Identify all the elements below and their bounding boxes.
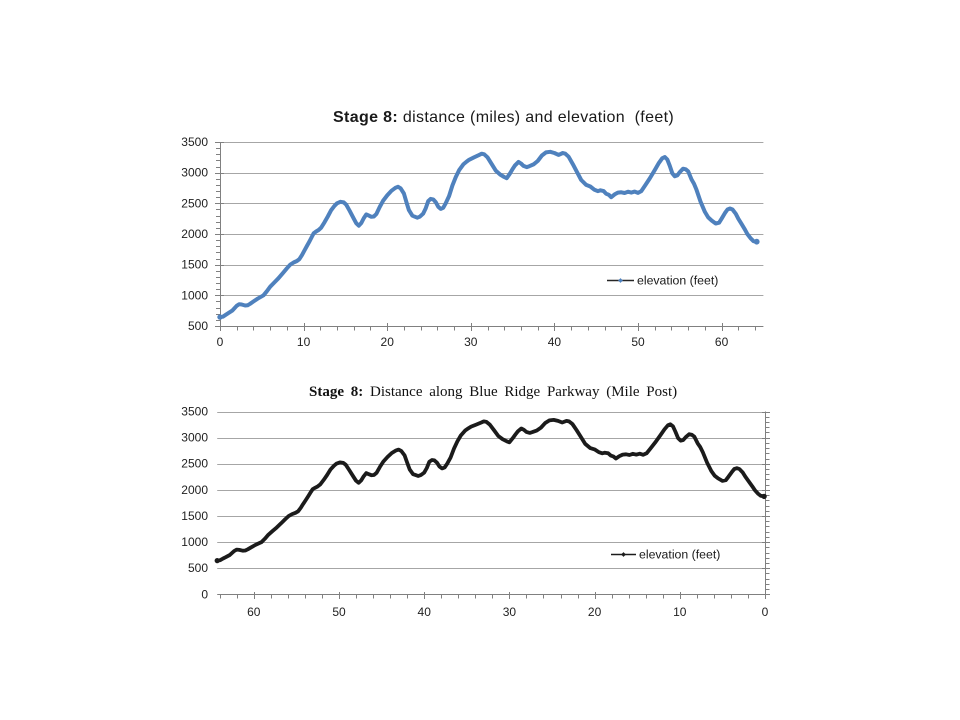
- svg-text:10: 10: [673, 605, 687, 619]
- svg-text:50: 50: [631, 335, 645, 349]
- svg-text:1000: 1000: [181, 288, 208, 302]
- svg-text:0: 0: [762, 605, 769, 619]
- svg-text:20: 20: [588, 605, 602, 619]
- svg-text:1500: 1500: [181, 258, 208, 272]
- svg-text:elevation (feet): elevation (feet): [639, 548, 720, 562]
- svg-text:50: 50: [332, 605, 346, 619]
- svg-text:500: 500: [188, 561, 208, 575]
- svg-text:30: 30: [464, 335, 478, 349]
- svg-text:elevation (feet): elevation (feet): [637, 274, 718, 288]
- svg-text:500: 500: [188, 319, 208, 333]
- svg-text:40: 40: [548, 335, 562, 349]
- svg-text:3000: 3000: [181, 166, 208, 180]
- svg-text:3000: 3000: [181, 431, 208, 445]
- svg-text:1000: 1000: [181, 535, 208, 549]
- svg-text:10: 10: [297, 335, 311, 349]
- svg-text:20: 20: [381, 335, 395, 349]
- svg-text:Stage 8: Distance along Blue R: Stage 8: Distance along Blue Ridge Parkw…: [309, 384, 677, 400]
- svg-text:60: 60: [715, 335, 729, 349]
- svg-text:30: 30: [503, 605, 517, 619]
- svg-text:2000: 2000: [181, 483, 208, 497]
- svg-text:3500: 3500: [181, 135, 208, 149]
- svg-text:40: 40: [418, 605, 432, 619]
- svg-text:Stage 8: distance (miles) and: Stage 8: distance (miles) and elevation …: [333, 109, 674, 126]
- svg-text:3500: 3500: [181, 405, 208, 419]
- svg-text:2500: 2500: [181, 457, 208, 471]
- svg-text:2500: 2500: [181, 196, 208, 210]
- svg-text:0: 0: [217, 335, 224, 349]
- svg-text:0: 0: [201, 587, 208, 601]
- svg-text:60: 60: [247, 605, 261, 619]
- svg-text:1500: 1500: [181, 509, 208, 523]
- svg-text:2000: 2000: [181, 227, 208, 241]
